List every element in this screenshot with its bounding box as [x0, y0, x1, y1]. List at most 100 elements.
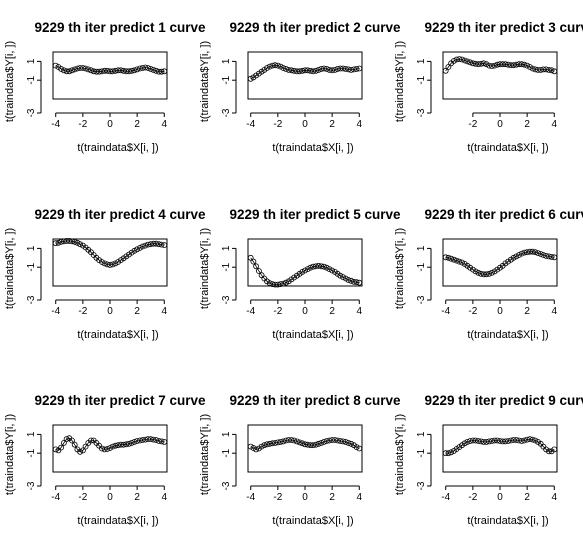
data-point	[323, 66, 330, 72]
x-axis-label: t(traindata$X[i, ])	[272, 515, 353, 527]
data-point	[139, 437, 146, 443]
panel-title: 9229 th iter predict 8 curve	[229, 393, 401, 408]
data-point	[310, 442, 317, 449]
data-point	[61, 67, 67, 74]
data-point	[93, 68, 100, 75]
y-tick-label: -3	[221, 481, 232, 490]
data-point	[551, 446, 558, 453]
data-point	[345, 439, 352, 446]
data-point	[543, 252, 549, 259]
data-point	[82, 65, 89, 72]
plot-frame	[247, 51, 363, 100]
y-tick-label: -1	[416, 262, 427, 271]
data-point	[334, 437, 341, 444]
y-tick-label: 1	[416, 245, 427, 251]
data-point	[142, 64, 149, 71]
data-point	[145, 436, 151, 443]
data-point	[321, 65, 327, 72]
data-point	[548, 253, 555, 260]
data-point	[101, 67, 108, 74]
data-point	[442, 67, 449, 74]
data-point	[101, 446, 108, 453]
data-point	[304, 266, 311, 273]
data-point	[299, 440, 306, 447]
data-point	[291, 437, 298, 444]
data-point	[63, 68, 70, 75]
data-point	[326, 67, 333, 73]
x-tick-label: 0	[107, 492, 113, 503]
data-point	[126, 68, 132, 75]
data-point	[277, 63, 284, 70]
data-point	[139, 243, 146, 250]
x-tick-label: 2	[134, 492, 140, 503]
panel-title: 9229 th iter predict 3 curve	[424, 20, 583, 35]
data-point	[518, 250, 525, 257]
data-point	[459, 259, 465, 266]
data-point	[288, 67, 295, 74]
data-point	[109, 68, 116, 75]
y-tick-label: -1	[26, 448, 37, 457]
panel-title: 9229 th iter predict 7 curve	[34, 393, 206, 408]
x-tick-label: -2	[273, 119, 282, 130]
data-point	[540, 66, 547, 73]
y-tick-label: -1	[221, 448, 232, 457]
data-point	[63, 436, 70, 443]
y-tick-label: 1	[416, 431, 427, 437]
data-point	[142, 436, 149, 443]
y-tick-label: 1	[26, 58, 37, 64]
data-point	[445, 450, 452, 457]
data-point	[155, 241, 162, 248]
data-point	[69, 67, 75, 74]
x-tick-label: -4	[441, 306, 450, 317]
panel-1: 9229 th iter predict 1 curve -4 -2 0 2 4 t(tra…	[4, 20, 206, 154]
data-point	[52, 446, 59, 453]
data-point	[158, 68, 165, 75]
data-point	[147, 66, 154, 72]
data-point	[315, 67, 322, 73]
data-point	[529, 65, 536, 72]
data-point	[337, 65, 344, 72]
data-point	[302, 267, 308, 274]
data-point	[115, 67, 121, 74]
data-point	[464, 438, 471, 445]
data-point	[494, 61, 501, 68]
data-point	[150, 240, 157, 247]
data-point	[153, 437, 160, 443]
data-point	[502, 438, 509, 445]
x-tick-label: 0	[497, 306, 503, 317]
data-point	[507, 62, 514, 69]
data-point	[304, 67, 311, 74]
x-tick-label: 2	[524, 492, 530, 503]
data-point	[340, 65, 346, 72]
y-tick-label: -1	[416, 448, 427, 457]
y-tick-label: -3	[221, 295, 232, 304]
data-point	[71, 66, 78, 73]
data-point	[123, 441, 130, 448]
data-point	[450, 58, 457, 64]
data-point	[535, 67, 541, 73]
data-point	[488, 438, 495, 444]
data-point	[532, 66, 539, 73]
data-point	[348, 277, 355, 284]
data-point	[448, 255, 455, 262]
data-point	[302, 441, 308, 448]
data-point	[63, 237, 70, 244]
data-point	[513, 437, 520, 443]
data-point	[337, 438, 344, 444]
data-point	[99, 259, 105, 265]
data-point	[280, 65, 287, 71]
x-tick-label: -4	[51, 492, 60, 503]
data-point	[250, 445, 257, 451]
data-point	[147, 436, 154, 443]
data-point	[253, 446, 260, 453]
data-point	[288, 437, 295, 443]
x-axis-label: t(traindata$X[i, ])	[467, 329, 548, 341]
x-tick-label: 0	[302, 492, 308, 503]
data-point	[99, 68, 105, 75]
data-point	[486, 270, 493, 277]
data-point	[524, 62, 530, 69]
y-tick-label: -1	[416, 75, 427, 84]
data-point	[445, 254, 452, 261]
data-point	[261, 442, 268, 449]
y-tick-label: 1	[221, 245, 232, 251]
